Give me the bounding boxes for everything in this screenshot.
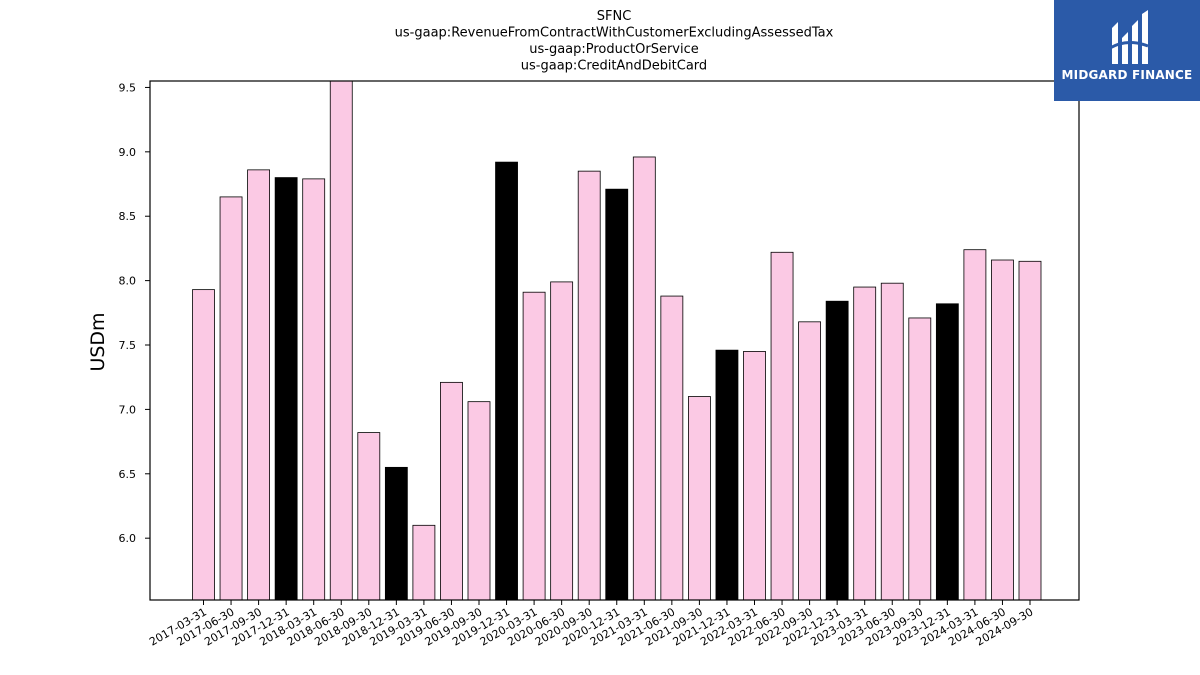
bar-2023-06-30 [880, 282, 904, 601]
y-tick-label: 8.0 [119, 275, 137, 288]
bar-2023-03-31 [853, 286, 877, 601]
bar-2023-09-30 [908, 317, 932, 601]
bar-2017-06-30 [219, 196, 243, 601]
y-tick-label: 8.5 [119, 210, 137, 223]
bar-2018-06-30 [329, 80, 353, 601]
bar-2023-12-31 [935, 303, 959, 601]
y-tick-label: 9.5 [119, 81, 137, 94]
bar-2022-06-30 [770, 251, 794, 601]
brand-logo: MIDGARD FINANCE [1054, 0, 1200, 101]
bar-2018-03-31 [302, 178, 326, 601]
bar-2021-03-31 [632, 156, 656, 601]
bar-2017-12-31 [274, 177, 298, 601]
bar-2024-06-30 [991, 259, 1014, 601]
chart-title: SFNC us-gaap:RevenueFromContractWithCusto… [395, 9, 834, 74]
y-tick-label: 6.5 [119, 468, 137, 481]
bar-2024-03-31 [963, 249, 987, 601]
bar-2024-09-30 [1018, 260, 1042, 601]
bar-2019-12-31 [495, 161, 518, 601]
bar-2017-09-30 [247, 169, 271, 601]
bar-2021-06-30 [660, 295, 684, 601]
bar-2019-09-30 [467, 401, 491, 601]
bar-2018-09-30 [357, 432, 381, 601]
y-tick-label: 9.0 [119, 146, 137, 159]
bar-2018-12-31 [384, 466, 408, 601]
bar-2020-06-30 [550, 281, 574, 601]
bar-2017-03-31 [192, 289, 215, 601]
y-axis-label: USDm [87, 312, 109, 371]
bar-2019-06-30 [440, 381, 463, 601]
logo-text: MIDGARD FINANCE [1061, 68, 1193, 82]
bar-2022-03-31 [743, 351, 766, 601]
bars [192, 80, 1042, 601]
bar-2022-12-31 [825, 300, 849, 601]
chart-title-line: SFNC [597, 9, 632, 24]
bar-2021-09-30 [688, 396, 711, 601]
y-tick-label: 6.0 [119, 532, 137, 545]
chart-title-line: us-gaap:ProductOrService [529, 42, 699, 57]
y-axis-ticks: 6.0 6.5 7.0 7.5 8.0 8.5 9.0 9.5 [119, 81, 150, 545]
chart-title-line: us-gaap:CreditAndDebitCard [521, 59, 707, 74]
bar-2022-09-30 [798, 321, 821, 601]
bar-2021-12-31 [715, 349, 739, 601]
y-tick-label: 7.5 [119, 339, 137, 352]
bar-2020-03-31 [522, 291, 546, 601]
bar-2020-09-30 [577, 170, 601, 601]
y-tick-label: 7.0 [119, 403, 137, 416]
bar-2020-12-31 [605, 188, 629, 601]
bar-2019-03-31 [412, 524, 436, 601]
plot-area [149, 80, 1080, 601]
logo-icon [1109, 10, 1149, 64]
chart-title-line: us-gaap:RevenueFromContractWithCustomerE… [395, 26, 834, 41]
x-axis-ticks: 2017-03-312017-06-302017-09-302017-12-31… [147, 600, 1036, 649]
